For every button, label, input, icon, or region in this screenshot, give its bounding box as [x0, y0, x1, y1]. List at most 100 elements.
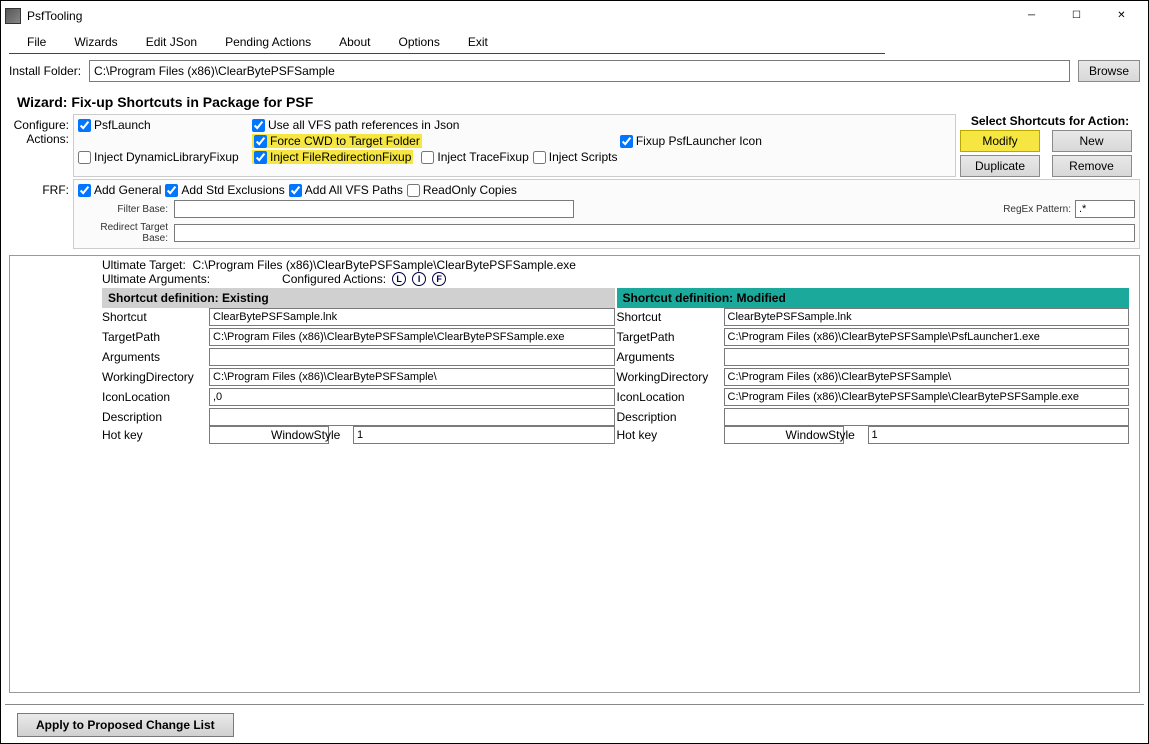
ex-shortcut-label: Shortcut	[102, 308, 207, 326]
duplicate-button[interactable]: Duplicate	[960, 155, 1040, 177]
frf-label-col: FRF:	[9, 179, 69, 249]
existing-panel: Shortcut definition: Existing Shortcut T…	[102, 288, 615, 444]
chk-addstd-label: Add Std Exclusions	[181, 183, 284, 197]
modified-header: Shortcut definition: Modified	[617, 288, 1130, 308]
chk-injectdll[interactable]	[78, 151, 91, 164]
ex-targetpath-input[interactable]	[209, 328, 615, 346]
mod-targetpath-input[interactable]	[724, 328, 1130, 346]
ex-targetpath-label: TargetPath	[102, 328, 207, 346]
chk-readonly-label: ReadOnly Copies	[423, 183, 517, 197]
window-title: PsfTooling	[27, 9, 1009, 23]
chk-forcecwd-label: Force CWD to Target Folder	[270, 134, 420, 148]
regex-input[interactable]	[1075, 200, 1135, 218]
ex-iconloc-input[interactable]	[209, 388, 615, 406]
frf-panel: Add General Add Std Exclusions Add All V…	[73, 179, 1140, 249]
ex-hotkey-label: Hot key	[102, 428, 207, 442]
mod-workdir-input[interactable]	[724, 368, 1130, 386]
install-folder-input[interactable]	[89, 60, 1070, 82]
mod-iconloc-label: IconLocation	[617, 388, 722, 406]
chk-addstd[interactable]	[165, 184, 178, 197]
chk-fixupicon-label: Fixup PsfLauncher Icon	[636, 134, 762, 148]
chk-addvfs[interactable]	[289, 184, 302, 197]
menu-editjson[interactable]: Edit JSon	[132, 33, 211, 51]
ultimate-target-row: Ultimate Target: C:\Program Files (x86)\…	[12, 258, 1137, 272]
browse-button[interactable]: Browse	[1078, 60, 1140, 82]
chk-addgeneral[interactable]	[78, 184, 91, 197]
wizard-title: Wizard: Fix-up Shortcuts in Package for …	[1, 88, 1148, 114]
install-folder-row: Install Folder: Browse	[1, 54, 1148, 88]
menu-file[interactable]: File	[13, 33, 60, 51]
mod-shortcut-label: Shortcut	[617, 308, 722, 326]
action-icon-i: I	[412, 272, 426, 286]
chk-fixupicon[interactable]	[620, 135, 633, 148]
ex-desc-input[interactable]	[209, 408, 615, 426]
ex-winstyle-input[interactable]	[353, 426, 615, 444]
app-icon	[5, 8, 21, 24]
ex-arguments-label: Arguments	[102, 348, 207, 366]
mod-iconloc-input[interactable]	[724, 388, 1130, 406]
mod-arguments-input[interactable]	[724, 348, 1130, 366]
details-panel: Ultimate Target: C:\Program Files (x86)\…	[9, 255, 1140, 693]
apply-button[interactable]: Apply to Proposed Change List	[17, 713, 234, 737]
chk-injectfrf[interactable]	[254, 151, 267, 164]
titlebar: PsfTooling ─ ☐ ✕	[1, 1, 1148, 31]
menu-wizards[interactable]: Wizards	[60, 33, 131, 51]
ex-workdir-input[interactable]	[209, 368, 615, 386]
menu-options[interactable]: Options	[384, 33, 453, 51]
mod-shortcut-input[interactable]	[724, 308, 1130, 326]
mod-desc-label: Description	[617, 408, 722, 426]
chk-readonly[interactable]	[407, 184, 420, 197]
close-button[interactable]: ✕	[1099, 2, 1144, 30]
menu-about[interactable]: About	[325, 33, 384, 51]
ex-workdir-label: WorkingDirectory	[102, 368, 207, 386]
minimize-button[interactable]: ─	[1009, 2, 1054, 30]
ex-arguments-input[interactable]	[209, 348, 615, 366]
filterbase-input[interactable]	[174, 200, 574, 218]
new-button[interactable]: New	[1052, 130, 1132, 152]
chk-psflaunch[interactable]	[78, 119, 91, 132]
mod-winstyle-input[interactable]	[868, 426, 1130, 444]
filterbase-label: Filter Base:	[78, 204, 168, 215]
configure-label: Configure:	[9, 118, 69, 132]
ultimate-target-value: C:\Program Files (x86)\ClearBytePSFSampl…	[192, 258, 575, 272]
chk-injectfrf-label: Inject FileRedirectionFixup	[270, 150, 411, 164]
mod-workdir-label: WorkingDirectory	[617, 368, 722, 386]
mod-desc-input[interactable]	[724, 408, 1130, 426]
existing-header: Shortcut definition: Existing	[102, 288, 615, 308]
ex-iconloc-label: IconLocation	[102, 388, 207, 406]
configure-actions-panel: PsfLaunch Use all VFS path references in…	[73, 114, 956, 177]
modified-panel: Shortcut definition: Modified Shortcut T…	[617, 288, 1130, 444]
regex-label: RegEx Pattern:	[981, 204, 1071, 215]
chk-addgeneral-label: Add General	[94, 183, 161, 197]
chk-addvfs-label: Add All VFS Paths	[305, 183, 403, 197]
action-icon-f: F	[432, 272, 446, 286]
chk-injectscripts[interactable]	[533, 151, 546, 164]
action-icon-l: L	[392, 272, 406, 286]
mod-winstyle-label: WindowStyle	[786, 428, 866, 442]
side-title: Select Shortcuts for Action:	[960, 114, 1140, 128]
footer-divider	[5, 704, 1144, 705]
ultimate-args-row: Ultimate Arguments: Configured Actions: …	[12, 272, 1137, 286]
chk-injectscripts-label: Inject Scripts	[549, 150, 618, 164]
chk-injectdll-label: Inject DynamicLibraryFixup	[94, 150, 239, 164]
ex-shortcut-input[interactable]	[209, 308, 615, 326]
redirecttarget-input[interactable]	[174, 224, 1135, 242]
shortcuts-side-panel: Select Shortcuts for Action: Modify New …	[960, 114, 1140, 177]
mod-targetpath-label: TargetPath	[617, 328, 722, 346]
chk-psflaunch-label: PsfLaunch	[94, 118, 151, 132]
chk-forcecwd[interactable]	[254, 135, 267, 148]
chk-usevfs[interactable]	[252, 119, 265, 132]
ultimate-target-label: Ultimate Target:	[102, 258, 186, 272]
maximize-button[interactable]: ☐	[1054, 2, 1099, 30]
redirecttarget-label: Redirect Target Base:	[78, 222, 168, 244]
install-folder-label: Install Folder:	[9, 64, 81, 78]
chk-injecttrace[interactable]	[421, 151, 434, 164]
menu-exit[interactable]: Exit	[454, 33, 502, 51]
modify-button[interactable]: Modify	[960, 130, 1040, 152]
frf-label: FRF:	[9, 183, 69, 197]
config-labels: Configure: Actions:	[9, 114, 69, 177]
ex-winstyle-label: WindowStyle	[271, 428, 351, 442]
chk-usevfs-label: Use all VFS path references in Json	[268, 118, 459, 132]
menu-pending[interactable]: Pending Actions	[211, 33, 325, 51]
remove-button[interactable]: Remove	[1052, 155, 1132, 177]
